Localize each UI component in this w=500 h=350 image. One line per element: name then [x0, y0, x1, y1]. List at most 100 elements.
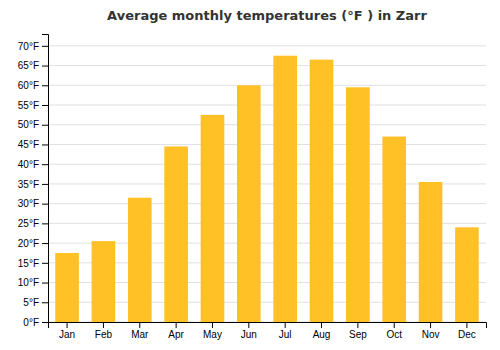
bar	[237, 85, 261, 322]
tick-label: 20°F	[18, 238, 39, 249]
grid-line	[48, 105, 486, 106]
tick-mark	[42, 144, 48, 145]
tick-mark	[176, 322, 177, 328]
grid-line	[48, 65, 486, 66]
y-axis: 0°F 5°F 10°F 15°F 20°F 25°F 30°F 35°F 40°F 45°F 50…	[18, 35, 49, 328]
tick-mark	[285, 322, 286, 328]
tick: Oct	[386, 322, 402, 340]
tick: 65°F	[18, 60, 48, 71]
tick-mark	[466, 322, 467, 328]
tick-mark	[357, 322, 358, 328]
tick-mark	[42, 243, 48, 244]
bar	[382, 137, 406, 322]
tick-mark	[42, 263, 48, 264]
plot: 0°F 5°F 10°F 15°F 20°F 25°F 30°F 35°F 40°F 45°F 50…	[18, 35, 487, 341]
tick-mark	[42, 164, 48, 165]
tick: Apr	[168, 322, 184, 340]
tick-label: 40°F	[18, 159, 39, 170]
tick-mark	[67, 322, 68, 328]
tick-label: Dec	[458, 329, 476, 340]
tick-label: 60°F	[18, 80, 39, 91]
tick-label: 10°F	[18, 277, 39, 288]
tick-mark	[321, 322, 322, 328]
tick-mark	[42, 204, 48, 205]
axis-line	[42, 35, 49, 323]
tick: 10°F	[18, 277, 48, 288]
tick: 25°F	[18, 218, 48, 229]
tick: Feb	[95, 322, 113, 340]
tick: Sep	[349, 322, 367, 340]
tick: 40°F	[18, 159, 48, 170]
tick-label: Jul	[279, 329, 292, 340]
tick-mark	[42, 322, 48, 323]
tick-mark	[103, 322, 104, 328]
tick-label: Oct	[386, 329, 402, 340]
tick: 70°F	[18, 41, 48, 52]
x-axis: Jan Feb Mar Apr May Jun Jul Aug Sep Oct Nov Dec	[49, 322, 487, 340]
tick-mark	[42, 46, 48, 47]
tick-label: 30°F	[18, 198, 39, 209]
tick-mark	[42, 283, 48, 284]
tick: 55°F	[18, 100, 48, 111]
tick: Dec	[458, 322, 476, 340]
tick-label: 65°F	[18, 60, 39, 71]
tick-label: 25°F	[18, 218, 39, 229]
tick-mark	[42, 85, 48, 86]
tick: 60°F	[18, 80, 48, 91]
tick-mark	[139, 322, 140, 328]
tick-mark	[430, 322, 431, 328]
tick: 20°F	[18, 238, 48, 249]
title: Average monthly temperatures (°F ) in Za…	[107, 8, 427, 23]
tick: Jun	[241, 322, 257, 340]
bar	[455, 227, 479, 322]
grid-line	[48, 45, 486, 46]
tick-label: 70°F	[18, 41, 39, 52]
tick: 15°F	[18, 258, 48, 269]
tick-label: 35°F	[18, 179, 39, 190]
tick-mark	[42, 223, 48, 224]
tick: 45°F	[18, 139, 48, 150]
tick-mark	[42, 125, 48, 126]
grid-line	[48, 144, 486, 145]
tick-label: Sep	[349, 329, 367, 340]
tick-label: May	[203, 329, 222, 340]
bar	[346, 87, 370, 322]
bar	[273, 56, 297, 322]
tick-label: 0°F	[23, 317, 39, 328]
grid-line	[48, 85, 486, 86]
bars	[55, 56, 478, 322]
bar	[164, 146, 188, 322]
bar	[128, 198, 152, 322]
tick-label: Feb	[95, 329, 113, 340]
tick-label: Aug	[313, 329, 331, 340]
tick-label: 55°F	[18, 100, 39, 111]
grid-line	[48, 164, 486, 165]
tick: 5°F	[23, 297, 48, 308]
bar	[419, 182, 443, 322]
tick-label: 5°F	[23, 297, 39, 308]
tick-mark	[42, 302, 48, 303]
tick: Nov	[422, 322, 440, 340]
tick: 35°F	[18, 179, 48, 190]
bar	[55, 253, 79, 322]
tick-mark	[42, 105, 48, 106]
tick: Jul	[279, 322, 292, 340]
bar	[310, 60, 334, 322]
tick-mark	[42, 66, 48, 67]
tick: 50°F	[18, 119, 48, 130]
tick: Mar	[131, 322, 149, 340]
tick-label: 50°F	[18, 119, 39, 130]
grid	[48, 46, 486, 322]
tick: 30°F	[18, 198, 48, 209]
tick-label: Jan	[59, 329, 75, 340]
tick-mark	[212, 322, 213, 328]
tick-mark	[394, 322, 395, 328]
tick: 0°F	[23, 317, 48, 328]
tick-label: 15°F	[18, 258, 39, 269]
tick-label: Nov	[422, 329, 440, 340]
axis-line	[49, 323, 487, 329]
tick-label: 45°F	[18, 139, 39, 150]
tick-label: Jun	[241, 329, 257, 340]
chart: 0°F 5°F 10°F 15°F 20°F 25°F 30°F 35°F 40°F 45°F 50…	[0, 0, 500, 350]
bar	[92, 241, 116, 322]
